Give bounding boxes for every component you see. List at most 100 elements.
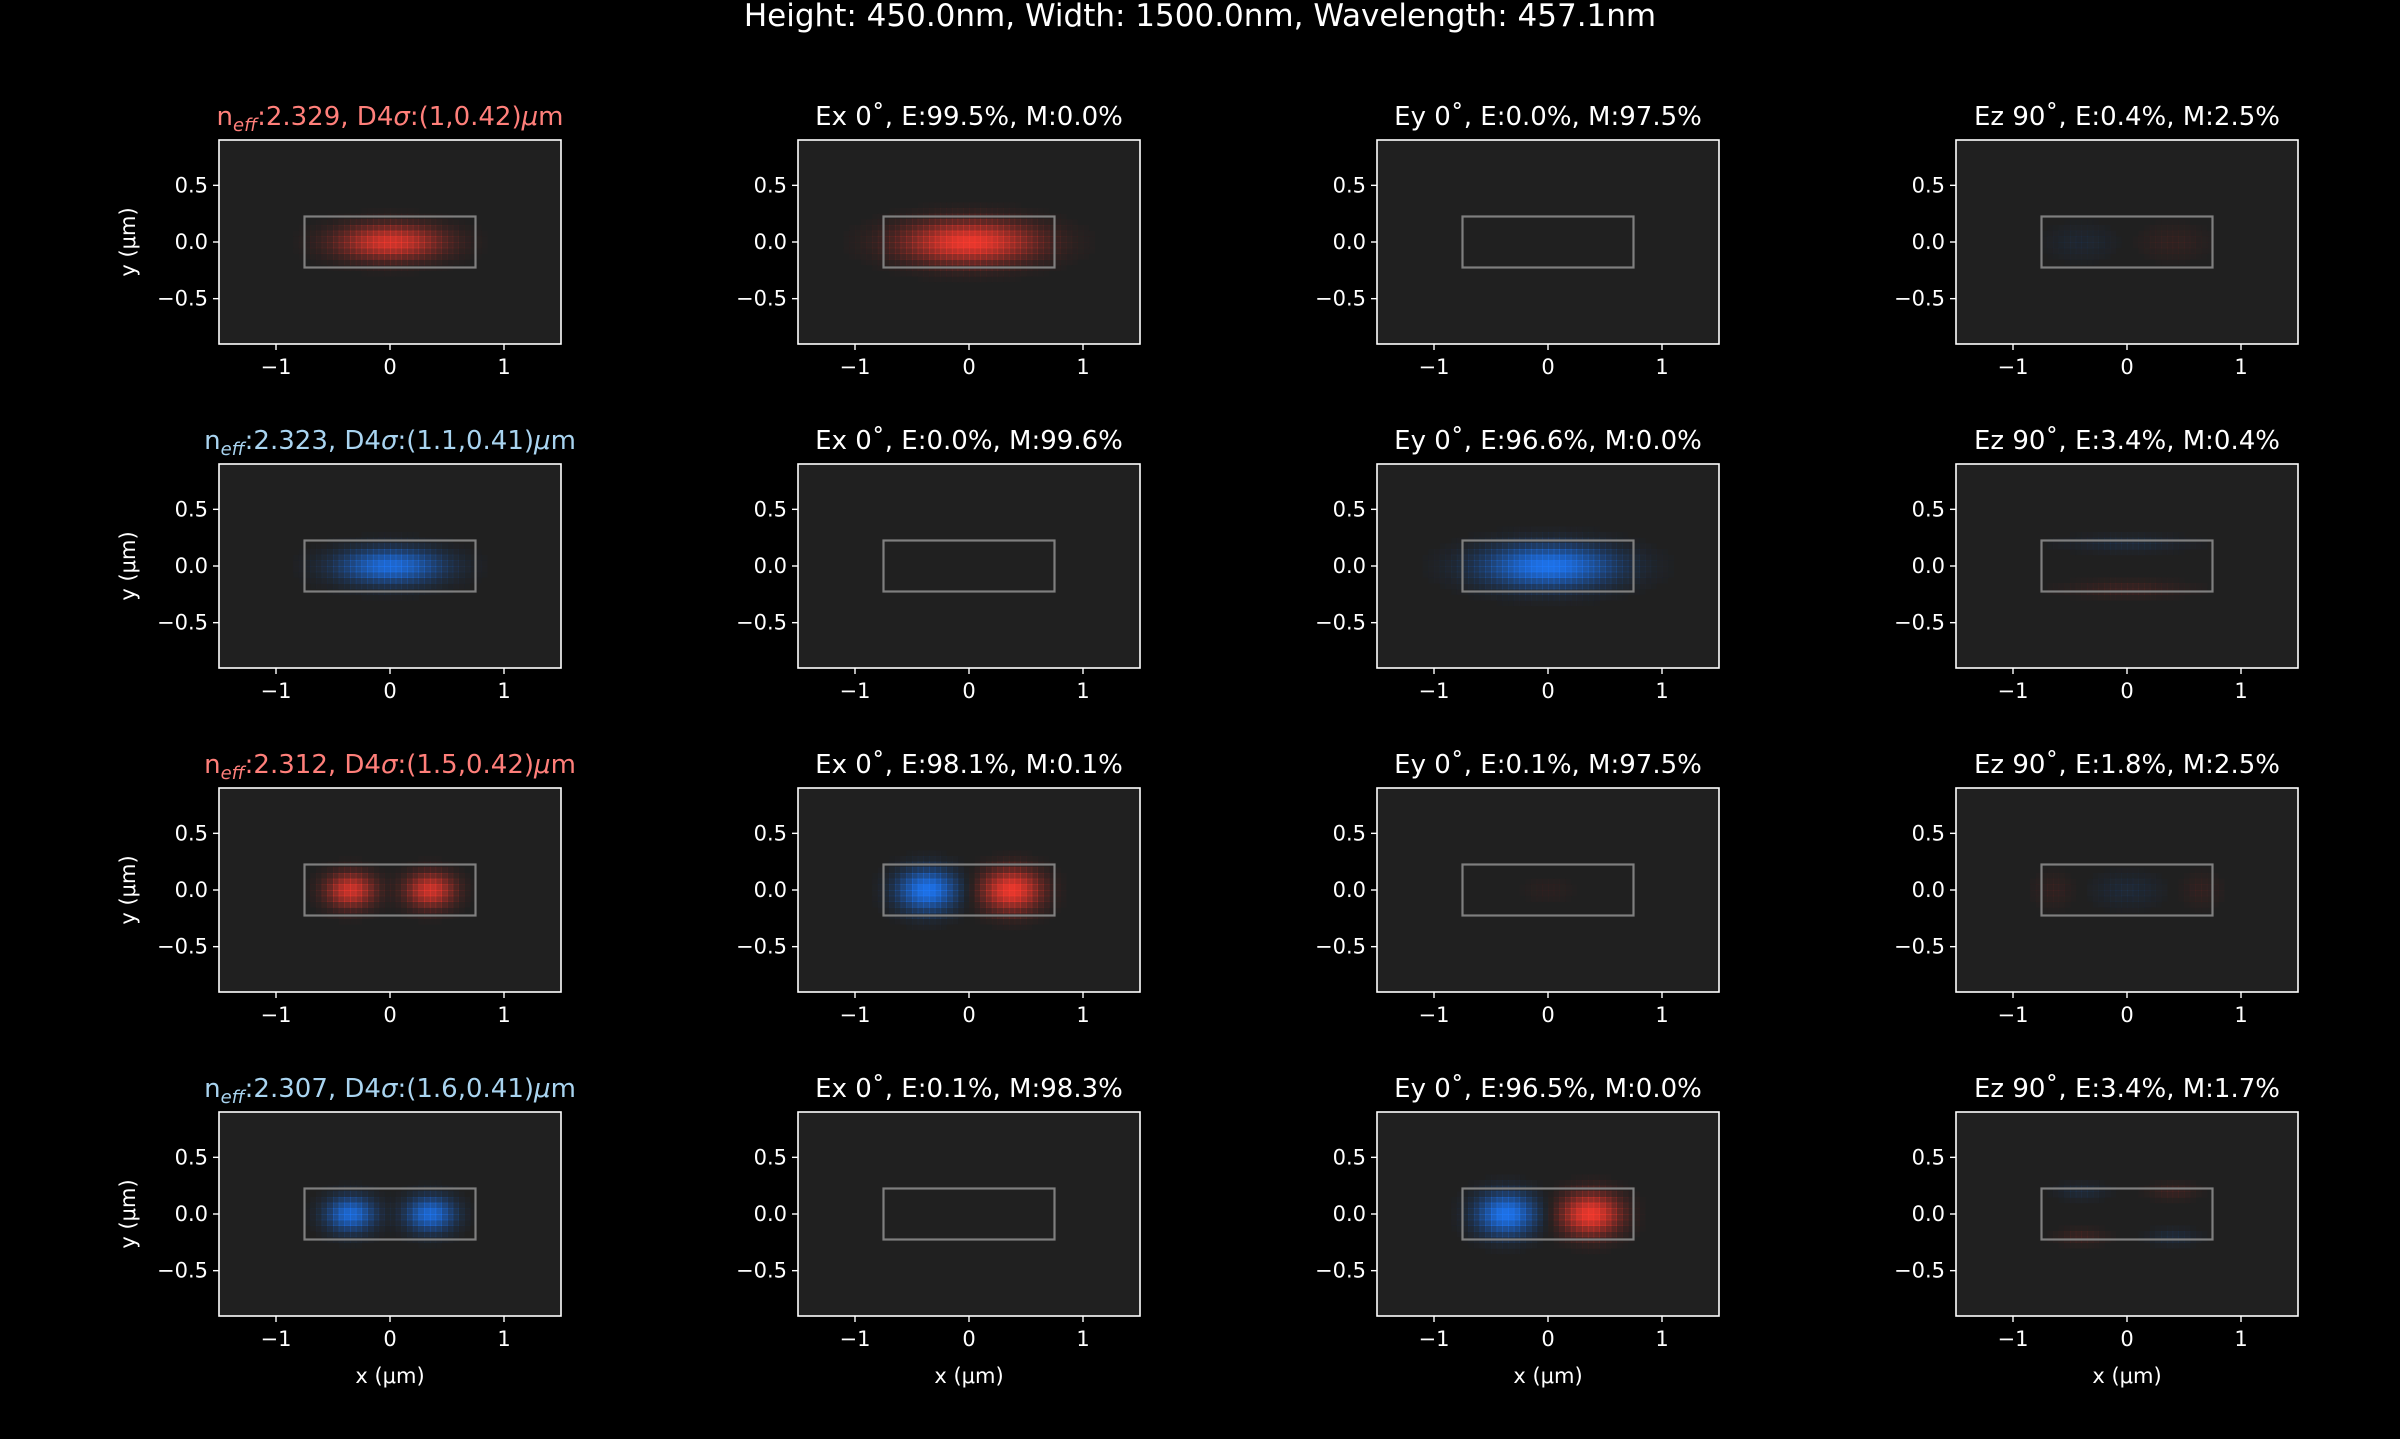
field-cell (1594, 1174, 1600, 1180)
field-cell (941, 867, 947, 873)
field-cell (1656, 577, 1662, 583)
field-cell (2099, 231, 2105, 237)
field-cell (419, 896, 425, 902)
field-cell (1548, 560, 1554, 566)
field-cell (2161, 543, 2167, 549)
field-cell (935, 879, 941, 885)
field-cell (2150, 1225, 2156, 1231)
field-cell (1577, 1248, 1583, 1254)
field-cell (992, 208, 998, 214)
field-cell (367, 1214, 373, 1220)
field-cell (2064, 248, 2070, 254)
field-cell (458, 572, 464, 578)
field-cell (2110, 890, 2116, 896)
field-cell (367, 901, 373, 907)
field-cell (419, 873, 425, 879)
field-cell (339, 259, 345, 265)
field-cell (2184, 236, 2190, 242)
field-cell (969, 259, 975, 265)
field-cell (969, 276, 975, 282)
field-cell (447, 543, 453, 549)
field-cell (980, 873, 986, 879)
field-cell (1474, 594, 1480, 600)
field-cell (384, 884, 390, 890)
field-cell (2190, 896, 2196, 902)
field-cell (2047, 225, 2053, 231)
field-cell (1480, 1203, 1486, 1209)
field-cell (1605, 1231, 1611, 1237)
field-cell (963, 202, 969, 208)
field-cell (895, 901, 901, 907)
field-cell (1020, 259, 1026, 265)
field-cell (384, 583, 390, 589)
field-cell (1537, 1191, 1543, 1197)
field-cell (458, 873, 464, 879)
field-cell (2190, 873, 2196, 879)
field-cell (1622, 594, 1628, 600)
field-cell (1020, 884, 1026, 890)
field-cell (866, 231, 872, 237)
field-cell (458, 248, 464, 254)
field-cell (1542, 566, 1548, 572)
field-cell (384, 236, 390, 242)
field-cell (396, 259, 402, 265)
field-cell (1542, 896, 1548, 902)
field-cell (958, 907, 964, 913)
field-cell (339, 555, 345, 561)
field-cell (1537, 583, 1543, 589)
field-cell (998, 242, 1004, 248)
field-cell (2081, 248, 2087, 254)
field-cell (2167, 1197, 2173, 1203)
field-cell (906, 896, 912, 902)
field-cell (986, 879, 992, 885)
field-cell (1468, 1220, 1474, 1226)
field-cell (401, 543, 407, 549)
field-cell (2110, 873, 2116, 879)
field-cell (918, 896, 924, 902)
field-cell (2059, 1180, 2065, 1186)
field-cell (447, 1214, 453, 1220)
field-cell (2059, 884, 2065, 890)
field-cell (1015, 884, 1021, 890)
field-cell (969, 253, 975, 259)
x-tick-label: 1 (1655, 1003, 1668, 1027)
field-cell (1502, 1180, 1508, 1186)
field-cell (310, 259, 316, 265)
field-cell (1554, 577, 1560, 583)
field-cell (1611, 560, 1617, 566)
field-cell (1571, 1203, 1577, 1209)
field-cell (946, 901, 952, 907)
y-tick-label: 0.0 (1912, 554, 1945, 578)
field-cell (367, 253, 373, 259)
field-cell (980, 879, 986, 885)
field-cell (1520, 1174, 1526, 1180)
field-cell (2099, 242, 2105, 248)
field-cell (895, 907, 901, 913)
field-cell (1582, 1231, 1588, 1237)
field-cell (350, 1191, 356, 1197)
field-cell (935, 867, 941, 873)
field-cell (2178, 253, 2184, 259)
field-cell (1531, 577, 1537, 583)
field-cell (963, 253, 969, 259)
field-cell (1554, 1180, 1560, 1186)
field-cell (1525, 884, 1531, 890)
field-cell (1032, 896, 1038, 902)
field-cell (362, 236, 368, 242)
field-cell (2087, 1225, 2093, 1231)
field-cell (1502, 1197, 1508, 1203)
field-cell (2156, 248, 2162, 254)
field-cell (2070, 248, 2076, 254)
field-cell (2195, 225, 2201, 231)
field-cell (419, 1231, 425, 1237)
field-cell (356, 1180, 362, 1186)
field-cell (1468, 1214, 1474, 1220)
field-cell (1594, 1203, 1600, 1209)
x-tick-label: −1 (1998, 355, 2029, 379)
field-cell (2053, 901, 2059, 907)
field-cell (419, 248, 425, 254)
field-cell (327, 549, 333, 555)
panel-title: Ez 90˚, E:0.4%, M:2.5% (1974, 102, 2280, 132)
field-cell (1656, 560, 1662, 566)
field-cell (2110, 231, 2116, 237)
